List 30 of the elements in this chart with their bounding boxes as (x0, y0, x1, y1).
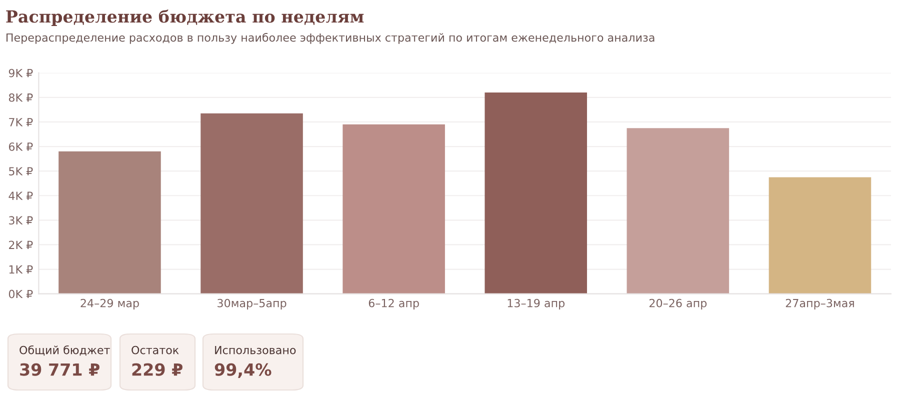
x-tick-label: 24–29 мар (80, 298, 139, 310)
text: Остаток (132, 346, 179, 354)
y-tick-label: 6K ₽ (8, 142, 33, 151)
y-tick-label: 5K ₽ (9, 167, 33, 176)
x-tick-label: 20–26 апр (649, 298, 707, 310)
text: Общий бюджет (20, 345, 110, 356)
text: Использовано (215, 346, 296, 354)
y-tick-label: 7K ₽ (9, 118, 33, 126)
y-tick-label: 1K ₽ (9, 265, 33, 274)
bar (200, 113, 303, 294)
x-tick-label: 6–12 апр (368, 298, 419, 310)
bar (626, 128, 730, 294)
y-tick-label: 4K ₽ (8, 192, 33, 200)
chart-subtitle: Перераспределение расходов в пользу наиболее эффективных стратегий по итогам еженедельного анализа (6, 32, 654, 44)
y-tick-label: 9K ₽ (8, 68, 33, 78)
bar (58, 151, 161, 294)
y-tick-label: 8K ₽ (8, 93, 33, 102)
y-tick-label: 2K ₽ (9, 240, 33, 249)
bar (342, 124, 445, 294)
text: 39 771 ₽ (20, 363, 100, 376)
text: 99,4% (214, 363, 272, 378)
text: 229 ₽ (132, 363, 183, 376)
x-tick-label: 13–19 апр (508, 298, 565, 310)
bar (484, 92, 588, 294)
x-tick-label: 27апр–3мая (786, 298, 854, 310)
bar (768, 177, 872, 294)
chart-title: Распределение бюджета по неделям (6, 10, 364, 26)
y-tick-label: 3K ₽ (9, 216, 33, 225)
x-tick-label: 30мар–5апр (218, 298, 286, 310)
y-tick-label: 0K ₽ (8, 290, 33, 298)
